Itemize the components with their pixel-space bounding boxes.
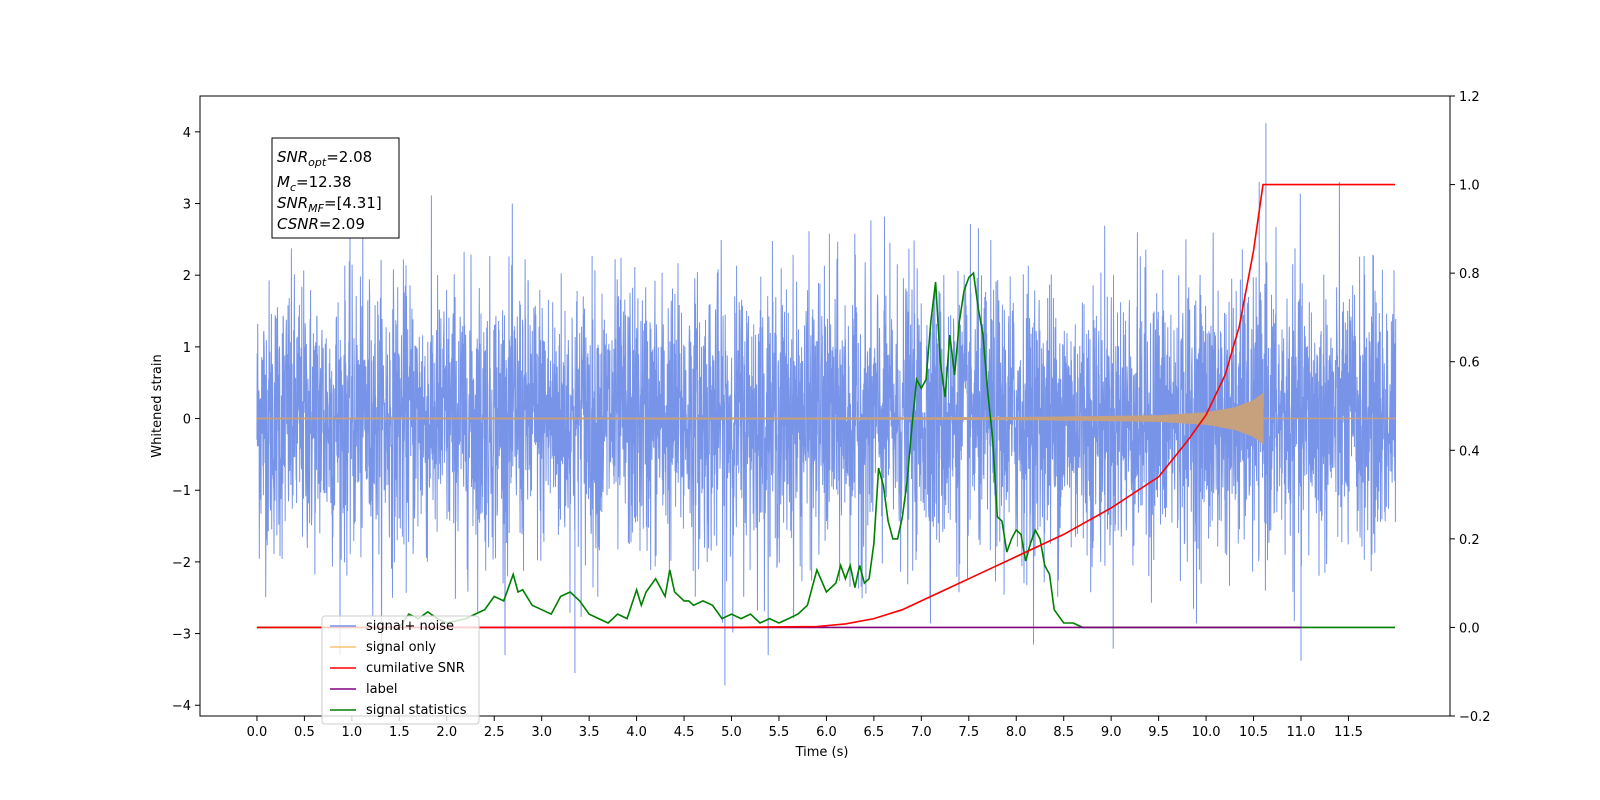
legend: signal+ noise signal only cumilative SNR… <box>321 615 480 725</box>
signal-only-series <box>256 392 1396 445</box>
cumulative-snr-line <box>256 183 1395 629</box>
right-y-tick-label: 0.8 <box>1459 267 1480 282</box>
x-tick-label: 2.5 <box>484 725 505 740</box>
svg-text:SNRMF=[4.31]: SNRMF=[4.31] <box>277 194 382 215</box>
left-y-tick-label: −4 <box>172 699 191 714</box>
left-y-tick-label: −1 <box>172 484 191 499</box>
snr-mf-value: =[4.31] <box>324 194 382 212</box>
right-y-tick-label: 0.4 <box>1459 444 1480 459</box>
x-tick-label: 6.5 <box>864 725 885 740</box>
x-tick-label: 1.0 <box>342 725 363 740</box>
signal-plus-noise-series <box>256 123 1397 686</box>
legend-entry-signal-statistics: signal statistics <box>330 703 467 718</box>
x-tick-label: 1.5 <box>389 725 410 740</box>
legend-box <box>321 615 480 725</box>
x-tick-label: 4.5 <box>674 725 695 740</box>
left-y-tick-label: 1 <box>183 341 191 356</box>
x-tick-label: 11.5 <box>1334 725 1363 740</box>
left-y-axis-ticks: 4 3 2 1 0 −1 −2 −3 −4 <box>172 126 200 714</box>
snr-opt-value: =2.08 <box>326 148 372 166</box>
right-axis-series <box>256 183 1395 629</box>
plot-frame <box>199 95 1451 717</box>
signal-statistics-line <box>256 271 1395 629</box>
signal-plus-noise-line <box>256 123 1397 686</box>
left-y-tick-label: −3 <box>172 628 191 643</box>
x-tick-label: 6.0 <box>816 725 837 740</box>
x-tick-label: 2.0 <box>436 725 457 740</box>
svg-text:cumilative SNR: cumilative SNR <box>366 661 465 676</box>
right-y-tick-label: 1.0 <box>1459 179 1480 194</box>
left-y-tick-label: 2 <box>183 269 191 284</box>
x-tick-label: 5.5 <box>769 725 790 740</box>
legend-entry-label: label <box>330 682 397 697</box>
snr-opt-symbol: SNR <box>277 148 308 166</box>
x-tick-label: 3.0 <box>531 725 552 740</box>
csnr-value: =2.09 <box>319 215 365 233</box>
svg-text:Mc=12.38: Mc=12.38 <box>277 173 352 194</box>
x-tick-label: 7.5 <box>958 725 979 740</box>
legend-entry-cumulative-snr: cumilative SNR <box>330 661 465 676</box>
svg-text:signal statistics: signal statistics <box>366 703 467 718</box>
left-y-tick-label: −2 <box>172 556 191 571</box>
x-tick-label: 10.5 <box>1239 725 1268 740</box>
annotation-box <box>271 137 400 239</box>
svg-text:label: label <box>366 682 397 697</box>
x-tick-label: 11.0 <box>1287 725 1316 740</box>
x-tick-label: 0.0 <box>247 725 268 740</box>
x-tick-label: 0.5 <box>294 725 315 740</box>
legend-entry-signal-noise: signal+ noise <box>330 619 454 634</box>
svg-text:SNRopt=2.08: SNRopt=2.08 <box>277 148 372 169</box>
right-y-tick-label: 0.2 <box>1459 533 1480 548</box>
left-y-tick-label: 0 <box>183 413 191 428</box>
mc-symbol: M <box>277 173 290 191</box>
right-y-axis-ticks: 1.2 1.0 0.8 0.6 0.4 0.2 0.0 −0.2 <box>1450 90 1491 725</box>
right-y-tick-label: 1.2 <box>1459 90 1480 105</box>
svg-text:signal only: signal only <box>366 640 436 655</box>
svg-text:signal+ noise: signal+ noise <box>366 619 454 634</box>
csnr-symbol: CSNR <box>277 215 319 233</box>
left-y-tick-label: 3 <box>183 198 191 213</box>
x-axis-ticks: 0.0 0.5 1.0 1.5 2.0 2.5 3.0 3.5 4.0 4.5 5.0 5.5 6.0 6… <box>247 716 1363 740</box>
x-tick-label: 3.5 <box>579 725 600 740</box>
x-tick-label: 5.0 <box>721 725 742 740</box>
mc-value: =12.38 <box>296 173 352 191</box>
x-tick-label: 8.0 <box>1006 725 1027 740</box>
x-tick-label: 4.0 <box>626 725 647 740</box>
right-y-tick-label: 0.6 <box>1459 356 1480 371</box>
legend-entry-signal-only: signal only <box>330 640 436 655</box>
right-y-tick-label: 0.0 <box>1459 621 1480 636</box>
snr-mf-symbol: SNR <box>277 194 308 212</box>
x-axis-label: Time (s) <box>795 745 849 760</box>
left-y-tick-label: 4 <box>183 126 191 141</box>
metrics-annotation: SNRopt=2.08 Mc=12.38 SNRMF=[4.31] CSNR=2… <box>271 137 400 239</box>
snr-opt-sub: opt <box>308 156 327 169</box>
x-tick-label: 7.0 <box>911 725 932 740</box>
x-tick-label: 9.5 <box>1148 725 1169 740</box>
svg-text:CSNR=2.09: CSNR=2.09 <box>277 215 365 233</box>
snr-mf-sub: MF <box>308 202 324 215</box>
right-y-tick-label: −0.2 <box>1459 710 1491 725</box>
mc-sub: c <box>290 181 296 194</box>
y-axis-label: Whitened strain <box>150 354 165 457</box>
x-tick-label: 8.5 <box>1053 725 1074 740</box>
x-tick-label: 9.0 <box>1101 725 1122 740</box>
x-tick-label: 10.0 <box>1192 725 1221 740</box>
